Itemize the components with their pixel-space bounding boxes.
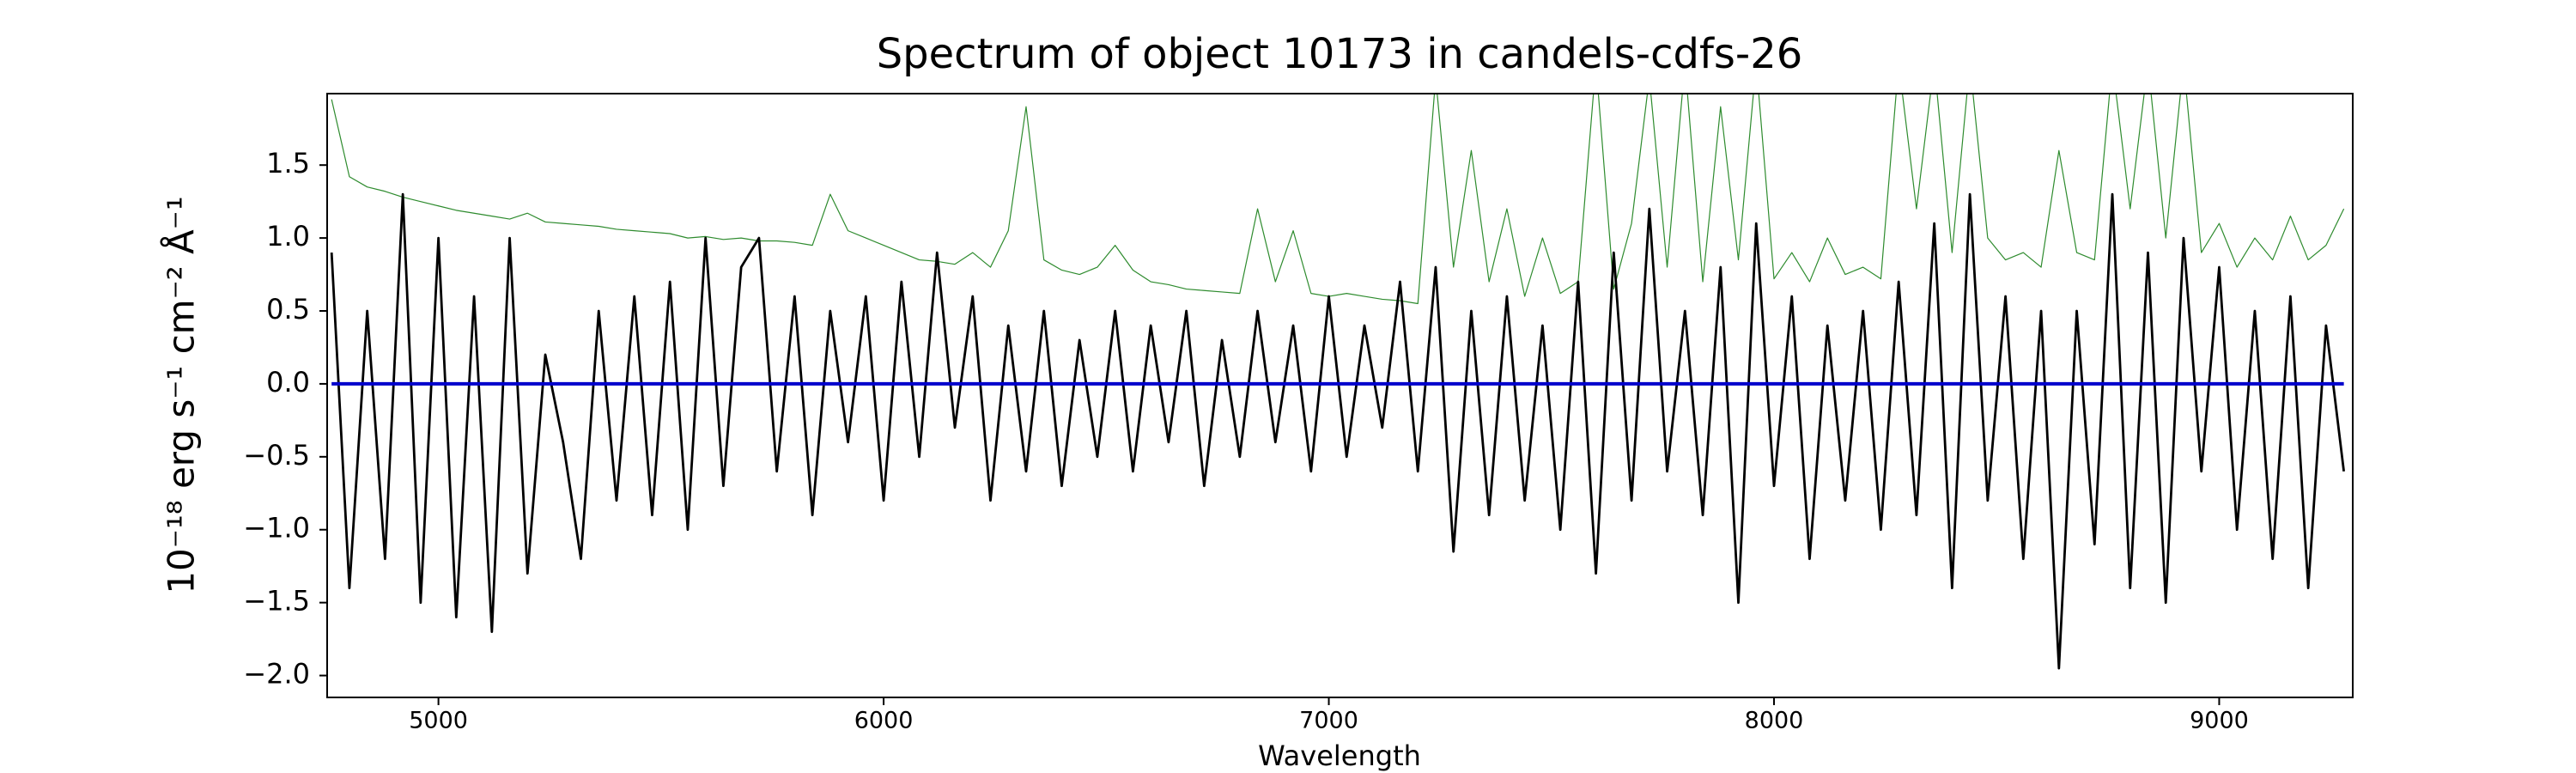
x-tick-label: 6000 — [854, 708, 914, 734]
y-tick-label: 1.5 — [266, 147, 310, 180]
y-axis-label: 10⁻¹⁸ erg s⁻¹ cm⁻² Å⁻¹ — [160, 196, 203, 593]
x-tick-label: 7000 — [1299, 708, 1358, 734]
x-tick-label: 5000 — [409, 708, 468, 734]
x-tick-label: 9000 — [2190, 708, 2249, 734]
y-tick-label: −0.5 — [243, 439, 310, 472]
x-tick-label: 8000 — [1745, 708, 1804, 734]
plot-area — [330, 94, 2346, 670]
chart-title: Spectrum of object 10173 in candels-cdfs… — [877, 30, 1803, 78]
plot-frame — [326, 93, 2354, 698]
y-tick-label: −1.0 — [243, 512, 310, 545]
y-tick-label: 1.0 — [266, 220, 310, 253]
x-axis-label: Wavelength — [1258, 740, 1421, 772]
y-tick-label: 0.5 — [266, 293, 310, 326]
y-tick-label: 0.0 — [266, 366, 310, 399]
spectrum-line — [331, 94, 2345, 305]
spectrum-line — [330, 192, 2346, 670]
y-tick-label: −1.5 — [243, 585, 310, 618]
y-tick-label: −2.0 — [243, 658, 310, 691]
